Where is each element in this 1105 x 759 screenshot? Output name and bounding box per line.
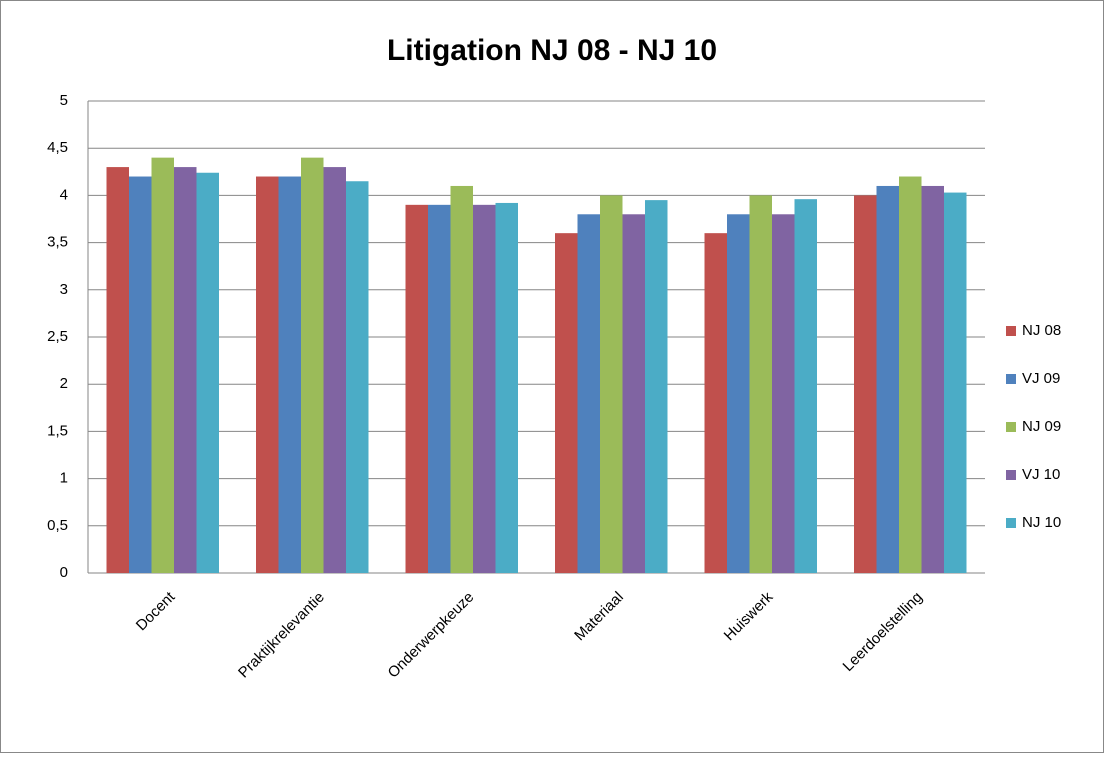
bar xyxy=(405,204,428,573)
bar xyxy=(645,200,668,573)
y-tick-label: 0,5 xyxy=(47,517,68,534)
bar xyxy=(921,185,944,573)
bar xyxy=(876,185,899,573)
legend-label: VJ 09 xyxy=(1022,370,1060,387)
bar xyxy=(727,214,750,573)
legend-label: VJ 10 xyxy=(1022,466,1060,483)
legend-swatch xyxy=(1006,470,1016,480)
y-tick-label: 0 xyxy=(60,564,68,581)
legend-swatch xyxy=(1006,374,1016,384)
bar xyxy=(174,167,197,573)
y-tick-label: 1,5 xyxy=(47,422,68,439)
bar xyxy=(106,167,129,573)
bar xyxy=(256,176,279,573)
legend-swatch xyxy=(1006,326,1016,336)
bar xyxy=(151,157,174,573)
bar xyxy=(346,181,369,574)
chart-title: Litigation NJ 08 - NJ 10 xyxy=(387,34,717,67)
bar xyxy=(428,204,451,573)
bar xyxy=(622,214,645,573)
legend-swatch xyxy=(1006,518,1016,528)
bar xyxy=(196,172,219,573)
bar xyxy=(555,233,578,573)
y-tick-label: 4,5 xyxy=(47,139,68,156)
legend-swatch xyxy=(1006,422,1016,432)
bar xyxy=(577,214,600,573)
bar xyxy=(278,176,301,573)
bar xyxy=(301,157,324,573)
y-tick-label: 1 xyxy=(60,470,68,487)
bar xyxy=(600,195,623,573)
legend-label: NJ 09 xyxy=(1022,418,1061,435)
legend-label: NJ 10 xyxy=(1022,514,1061,531)
bar xyxy=(704,233,727,573)
bar xyxy=(473,204,496,573)
bar xyxy=(854,195,877,573)
bar xyxy=(944,192,967,573)
bar xyxy=(772,214,795,573)
y-tick-label: 3,5 xyxy=(47,234,68,251)
bar xyxy=(495,202,518,573)
legend-label: NJ 08 xyxy=(1022,322,1061,339)
y-tick-label: 2 xyxy=(60,375,68,392)
bar xyxy=(323,167,346,573)
bar xyxy=(129,176,152,573)
bar xyxy=(899,176,922,573)
y-tick-label: 2,5 xyxy=(47,328,68,345)
y-tick-label: 5 xyxy=(60,92,68,109)
bar xyxy=(450,185,473,573)
y-tick-label: 3 xyxy=(60,281,68,298)
bar xyxy=(794,199,817,573)
bar xyxy=(749,195,772,573)
y-tick-label: 4 xyxy=(60,186,68,203)
